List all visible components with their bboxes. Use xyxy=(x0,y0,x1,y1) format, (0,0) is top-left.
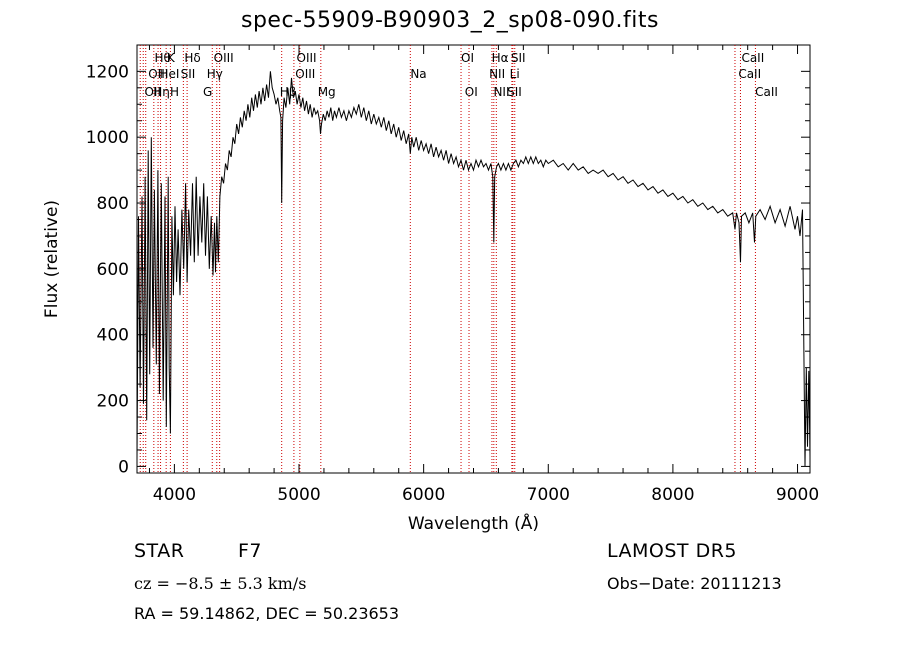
x-tick-label: 8000 xyxy=(651,485,694,505)
spectral-line-label: SII xyxy=(181,67,196,81)
chart-title: spec-55909-B90903_2_sp08-090.fits xyxy=(241,8,659,33)
spectral-line-label: CaII xyxy=(741,51,764,65)
spectral-line-label: OIII xyxy=(295,67,315,81)
spectral-line-label: CaII xyxy=(738,67,761,81)
y-tick-label: 1200 xyxy=(86,62,129,82)
y-axis-label: Flux (relative) xyxy=(42,200,62,318)
y-tick-label: 600 xyxy=(97,260,129,280)
obs-date: Obs−Date: 20111213 xyxy=(607,574,782,593)
spectral-line-label: NII xyxy=(493,85,509,99)
object-subclass: F7 xyxy=(238,540,263,562)
spectral-line-label: OII xyxy=(144,85,161,99)
spectral-line-label: OI xyxy=(461,51,474,65)
y-tick-label: 400 xyxy=(97,326,129,346)
spectral-line-label: G xyxy=(203,85,212,99)
y-tick-label: 0 xyxy=(118,457,129,477)
spectrum-series-line xyxy=(136,71,811,467)
spectral-line-label: Hδ xyxy=(184,51,200,65)
spectral-line-label: Hθ xyxy=(154,51,170,65)
spectral-line-label: OIII xyxy=(148,67,168,81)
x-tick-label: 7000 xyxy=(527,485,570,505)
survey-label: LAMOST DR5 xyxy=(607,540,737,562)
spectral-line-label: Hα xyxy=(492,51,509,65)
spectral-line-label: OIII xyxy=(297,51,317,65)
spectral-line-label: Mg xyxy=(318,85,336,99)
spectral-line-label: Hη xyxy=(153,85,170,99)
spectral-line-label: H xyxy=(170,85,179,99)
spectral-line-label: K xyxy=(167,51,176,65)
x-tick-label: 4000 xyxy=(153,485,196,505)
spectral-line-label: Na xyxy=(410,67,426,81)
spectral-line-label: SII xyxy=(507,85,522,99)
x-tick-label: 9000 xyxy=(776,485,819,505)
coordinates: RA = 59.14862, DEC = 50.23653 xyxy=(134,604,400,623)
y-tick-label: 800 xyxy=(97,194,129,214)
spectral-line-label: CaII xyxy=(755,85,778,99)
spectral-line-label: OI xyxy=(465,85,478,99)
plot-frame xyxy=(136,44,811,474)
spectral-line-label: SII xyxy=(511,51,526,65)
y-tick-label: 1000 xyxy=(86,128,129,148)
spectral-line-label: Hγ xyxy=(207,67,223,81)
spectral-line-label: NII xyxy=(489,67,505,81)
x-tick-label: 5000 xyxy=(277,485,320,505)
y-tick-label: 200 xyxy=(97,392,129,412)
x-tick-label: 6000 xyxy=(402,485,445,505)
x-axis-label: Wavelength (Å) xyxy=(408,512,539,534)
spectral-line-label: Li xyxy=(510,67,520,81)
redshift-readout: cz = −8.5 ± 5.3 km/s xyxy=(134,574,307,593)
object-class: STAR xyxy=(134,540,185,562)
spectral-line-label: HeI xyxy=(159,67,179,81)
spectral-line-label: OIII xyxy=(214,51,234,65)
